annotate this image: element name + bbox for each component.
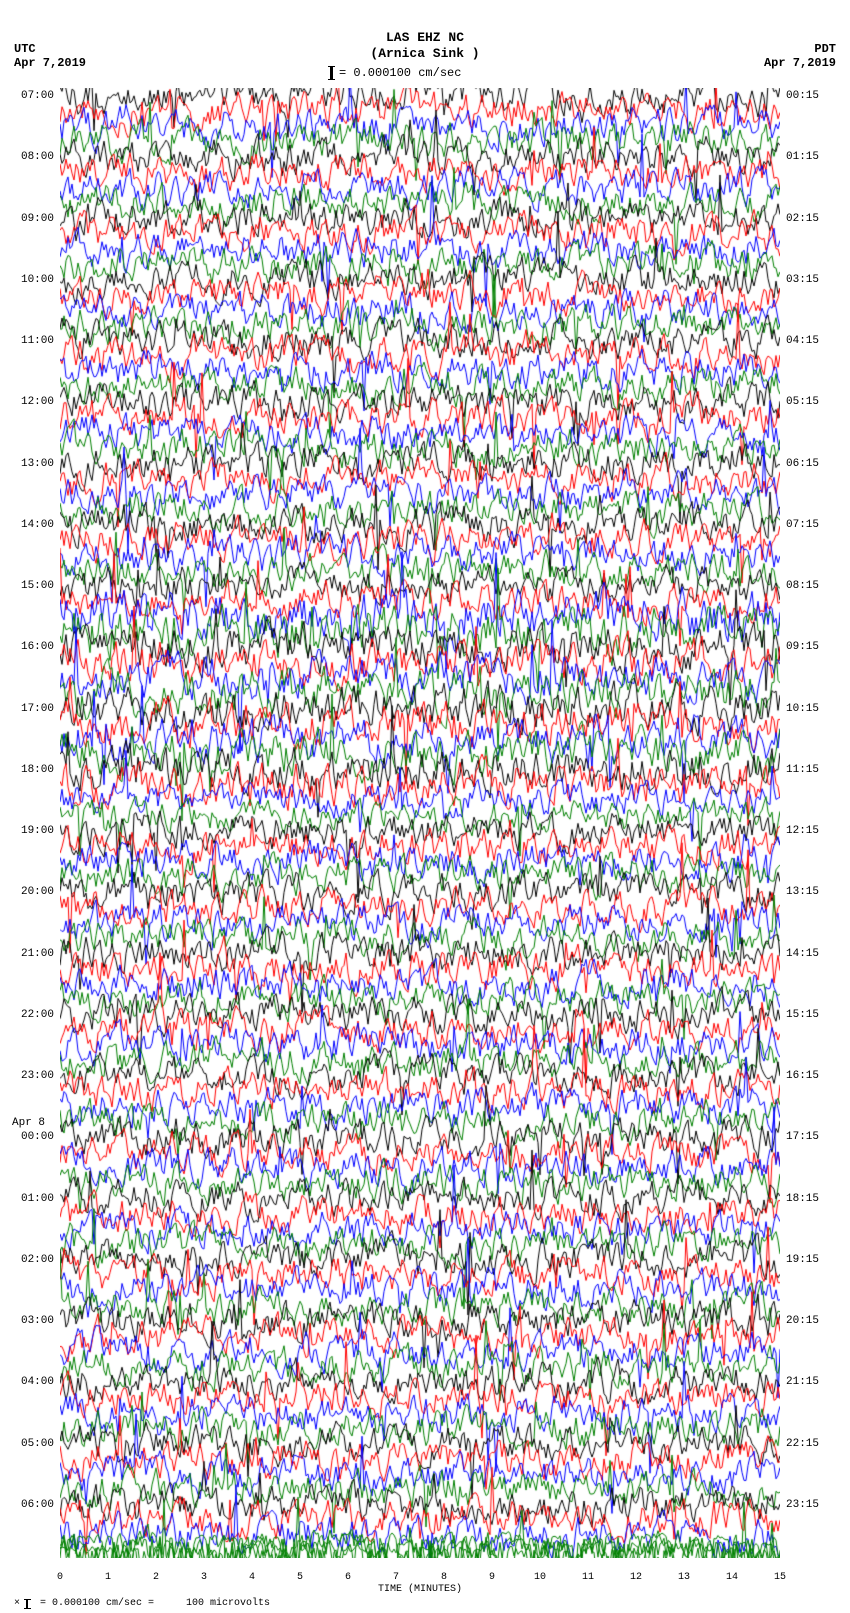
scale-text: = 0.000100 cm/sec [339, 66, 461, 80]
y-right-label: 12:15 [786, 825, 819, 837]
x-tick: 14 [726, 1572, 738, 1583]
x-tick: 9 [489, 1572, 495, 1583]
y-left-label: 12:00 [14, 396, 54, 408]
footer-text2: 100 microvolts [186, 1598, 270, 1609]
y-right-label: 19:15 [786, 1254, 819, 1266]
y-left-label: 15:00 [14, 580, 54, 592]
x-tick: 10 [534, 1572, 546, 1583]
footer-scale: × = 0.000100 cm/sec = 100 microvolts [14, 1598, 270, 1609]
y-right-label: 18:15 [786, 1193, 819, 1205]
scale-bar-icon [330, 66, 333, 80]
y-left-label: 17:00 [14, 703, 54, 715]
y-left-label: 20:00 [14, 886, 54, 898]
x-tick: 7 [393, 1572, 399, 1583]
y-left-label: 13:00 [14, 458, 54, 470]
x-tick: 4 [249, 1572, 255, 1583]
scale-bar-icon [26, 1599, 28, 1609]
y-right-label: 23:15 [786, 1499, 819, 1511]
y-right-label: 21:15 [786, 1376, 819, 1388]
y-left-label: 09:00 [14, 213, 54, 225]
y-right-label: 09:15 [786, 641, 819, 653]
x-tick: 5 [297, 1572, 303, 1583]
x-tick: 13 [678, 1572, 690, 1583]
x-tick: 1 [105, 1572, 111, 1583]
y-left-label: 21:00 [14, 948, 54, 960]
y-left-label: 14:00 [14, 519, 54, 531]
y-right-label: 07:15 [786, 519, 819, 531]
date-right: Apr 7,2019 [764, 56, 836, 70]
y-left-label: 23:00 [14, 1070, 54, 1082]
y-right-label: 06:15 [786, 458, 819, 470]
y-left-label: 00:00 [14, 1131, 54, 1143]
y-left-label: 04:00 [14, 1376, 54, 1388]
x-tick: 12 [630, 1572, 642, 1583]
y-right-label: 00:15 [786, 90, 819, 102]
y-left-label: 16:00 [14, 641, 54, 653]
y-right-label: 01:15 [786, 151, 819, 163]
y-left-label: 02:00 [14, 1254, 54, 1266]
y-right-label: 14:15 [786, 948, 819, 960]
station-title: LAS EHZ NC [0, 30, 850, 45]
footer-dot: × [14, 1598, 20, 1609]
station-subtitle: (Arnica Sink ) [0, 46, 850, 61]
header: LAS EHZ NC (Arnica Sink ) = 0.000100 cm/… [0, 0, 850, 88]
y-right-label: 20:15 [786, 1315, 819, 1327]
y-right-label: 11:15 [786, 764, 819, 776]
x-tick: 3 [201, 1572, 207, 1583]
date-left: Apr 7,2019 [14, 56, 86, 70]
x-tick: 0 [57, 1572, 63, 1583]
x-axis: 0123456789101112131415 TIME (MINUTES) [60, 1558, 780, 1588]
y-right-label: 16:15 [786, 1070, 819, 1082]
y-left-label: 11:00 [14, 335, 54, 347]
y-right-label: 22:15 [786, 1438, 819, 1450]
footer-text1: = 0.000100 cm/sec = [40, 1598, 154, 1609]
x-tick: 2 [153, 1572, 159, 1583]
y-right-label: 04:15 [786, 335, 819, 347]
y-left-label: 01:00 [14, 1193, 54, 1205]
y-left-label: 08:00 [14, 151, 54, 163]
y-left-label: 18:00 [14, 764, 54, 776]
helicorder-plot [60, 88, 780, 1558]
y-left-label: 22:00 [14, 1009, 54, 1021]
y-right-label: 13:15 [786, 886, 819, 898]
y-right-label: 03:15 [786, 274, 819, 286]
x-axis-title: TIME (MINUTES) [60, 1584, 780, 1595]
x-tick: 11 [582, 1572, 594, 1583]
y-left-label: 19:00 [14, 825, 54, 837]
y-left-label: 07:00 [14, 90, 54, 102]
timezone-left: UTC [14, 42, 36, 56]
y-right-label: 02:15 [786, 213, 819, 225]
y-right-label: 08:15 [786, 580, 819, 592]
y-right-label: 10:15 [786, 703, 819, 715]
y-left-label: 05:00 [14, 1438, 54, 1450]
timezone-right: PDT [814, 42, 836, 56]
y-right-label: 17:15 [786, 1131, 819, 1143]
day-break-label: Apr 8 [12, 1117, 45, 1129]
y-left-label: 03:00 [14, 1315, 54, 1327]
y-right-label: 15:15 [786, 1009, 819, 1021]
helicorder-canvas [60, 88, 780, 1558]
scale-label: = 0.000100 cm/sec [330, 66, 461, 80]
x-tick: 8 [441, 1572, 447, 1583]
y-left-label: 06:00 [14, 1499, 54, 1511]
y-left-label: 10:00 [14, 274, 54, 286]
y-right-label: 05:15 [786, 396, 819, 408]
x-tick: 15 [774, 1572, 786, 1583]
x-tick: 6 [345, 1572, 351, 1583]
